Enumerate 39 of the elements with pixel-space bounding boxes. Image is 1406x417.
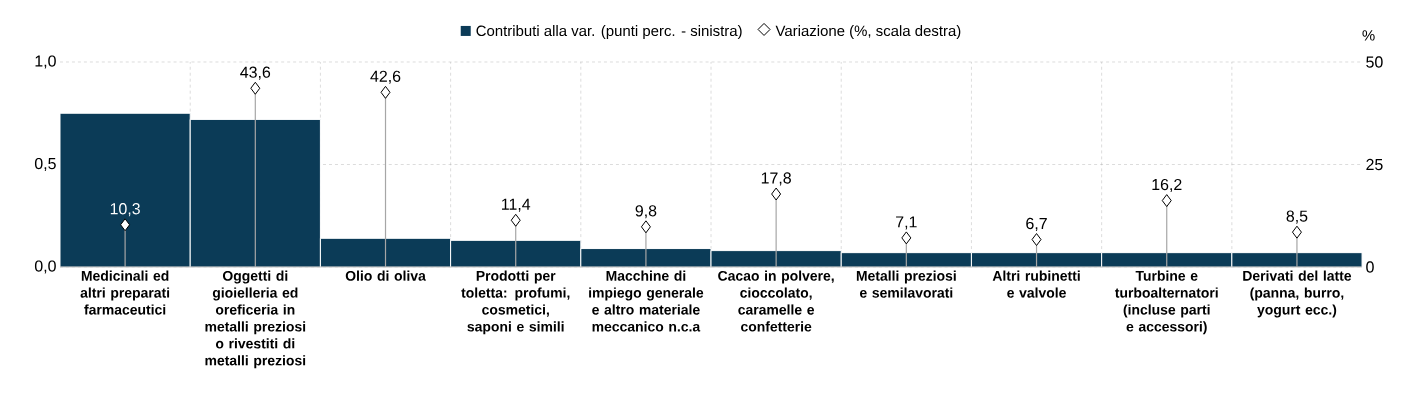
point xyxy=(771,187,782,201)
x-tick-label: Cacao in polvere, cioccolato, caramelle e confetterie xyxy=(718,270,834,332)
point xyxy=(640,220,651,234)
data-label: 7,1 xyxy=(896,216,917,230)
data-label: 42,6 xyxy=(370,70,401,84)
point xyxy=(250,81,261,95)
data-label: 11,4 xyxy=(502,198,531,212)
data-label: 9,8 xyxy=(635,205,657,219)
x-tick-label: Prodotti per toletta: profumi, cosmetici, saponi e simili xyxy=(461,270,570,335)
data-label: 16,2 xyxy=(1152,178,1182,193)
x-tick-label: Derivati del latte (panna, burro, yogurt ecc.) xyxy=(1243,270,1352,318)
data-label: 10,3 xyxy=(110,203,140,217)
data-label: 43,6 xyxy=(240,66,271,80)
data-label: 8,5 xyxy=(1286,210,1308,224)
point xyxy=(1161,194,1172,208)
x-tick-label: Turbine e turboalternatori (incluse parti e accessori) xyxy=(1114,270,1218,335)
data-label: 17,8 xyxy=(761,172,791,186)
point xyxy=(901,231,912,245)
x-tick-label: Macchine di impiego generale e altro materiale meccanico n.c.a xyxy=(589,270,704,332)
x-tick-label: Altri rubinetti e valvole xyxy=(992,270,1080,298)
x-tick-label: Olio di oliva xyxy=(345,270,426,281)
y-tick-label: 0,0 xyxy=(34,260,56,274)
legend-label: Contributi alla var. (punti perc. - sinistra) xyxy=(476,25,742,40)
x-tick-label: Metalli preziosi e semilavorati xyxy=(856,270,956,298)
data-label: 6,7 xyxy=(1026,217,1047,232)
point xyxy=(1291,225,1302,239)
point xyxy=(380,85,391,99)
y2-tick-label: 25 xyxy=(1366,158,1383,171)
point xyxy=(510,213,521,227)
legend-label: Variazione (%, scala destra) xyxy=(775,25,961,40)
y2-tick-label: 50 xyxy=(1366,56,1383,68)
x-tick-label: Medicinali ed altri preparati farmaceutici xyxy=(80,270,170,315)
point xyxy=(1031,233,1042,247)
x-tick-label: Oggetti di gioielleria ed oreficeria in metalli preziosi o rivestiti di metalli preziosi xyxy=(205,270,306,369)
y-tick-label: 0,5 xyxy=(34,157,56,172)
y2-axis-title: % xyxy=(1362,30,1375,41)
y2-tick-label: 0 xyxy=(1366,261,1374,273)
point xyxy=(120,218,131,232)
y-tick-label: 1,0 xyxy=(35,55,56,69)
